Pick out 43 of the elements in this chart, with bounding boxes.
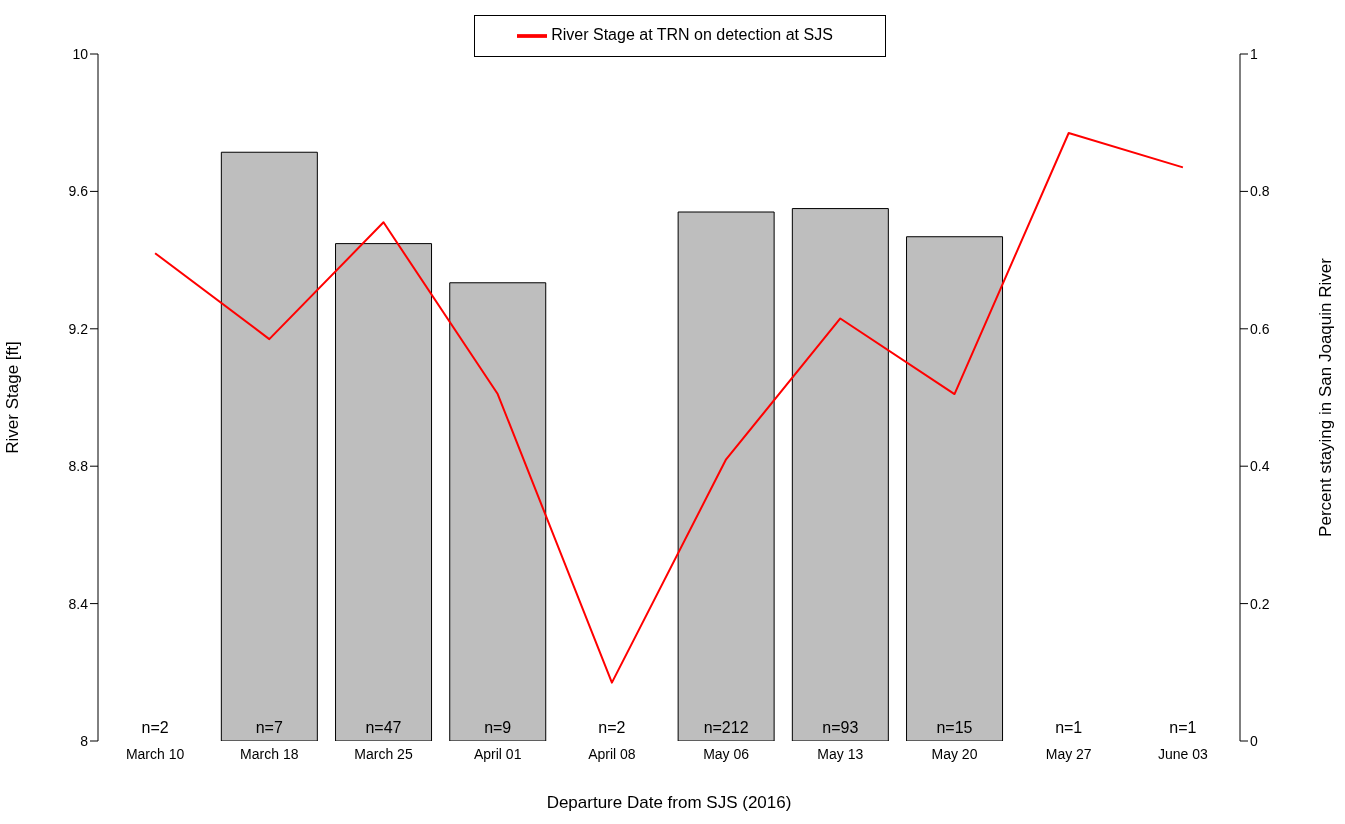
x-tick-label: May 13 <box>817 745 864 762</box>
y-tick-label: 9.2 <box>68 320 89 337</box>
y-tick-label: 8 <box>80 732 89 749</box>
annotation: n=47 <box>365 719 402 736</box>
bar <box>677 211 775 741</box>
y-axis-title: River Stage [ft] <box>3 341 23 454</box>
bar <box>335 243 433 741</box>
bar <box>449 282 547 741</box>
annotation: n=1 <box>1055 719 1083 736</box>
y2-tick-label: 0.2 <box>1250 595 1270 612</box>
annotation: n=15 <box>936 719 973 736</box>
x-axis-title: Departure Date from SJS (2016) <box>546 793 792 812</box>
annotation: n=7 <box>255 719 283 736</box>
x-tick-label: April 08 <box>588 745 636 762</box>
x-tick-label: May 20 <box>931 745 978 762</box>
legend-label: River Stage at TRN on detection at SJS <box>551 26 833 44</box>
y-tick-label: 10 <box>72 45 89 62</box>
annotation: n=1 <box>1169 719 1197 736</box>
annotation: n=212 <box>703 719 749 736</box>
x-tick-label: May 27 <box>1045 745 1092 762</box>
bar <box>906 236 1004 741</box>
x-tick-label: March 10 <box>125 745 185 762</box>
y2-tick-label: 0.8 <box>1250 183 1270 200</box>
annotation: n=2 <box>598 719 626 736</box>
y2-tick-label: 1 <box>1250 45 1258 62</box>
y2-tick-label: 0 <box>1250 732 1258 749</box>
bar <box>791 208 889 741</box>
x-tick-label: March 18 <box>240 745 299 762</box>
y2-tick-label: 0.6 <box>1250 320 1270 337</box>
y2-axis-title: Percent staying in San Joaquin River <box>1316 257 1336 537</box>
x-tick-label: May 06 <box>703 745 750 762</box>
bar <box>220 151 318 741</box>
y2-tick-label: 0.4 <box>1250 458 1270 475</box>
x-tick-label: March 25 <box>354 745 413 762</box>
annotation: n=2 <box>141 719 169 736</box>
x-tick-label: June 03 <box>1157 745 1209 762</box>
x-tick-label: April 01 <box>473 745 522 762</box>
annotation: n=9 <box>484 719 512 736</box>
annotation: n=93 <box>822 719 859 736</box>
y-tick-label: 8.8 <box>68 458 89 475</box>
y-tick-label: 9.6 <box>68 183 89 200</box>
y-tick-label: 8.4 <box>68 595 89 612</box>
line-series <box>154 132 1184 684</box>
